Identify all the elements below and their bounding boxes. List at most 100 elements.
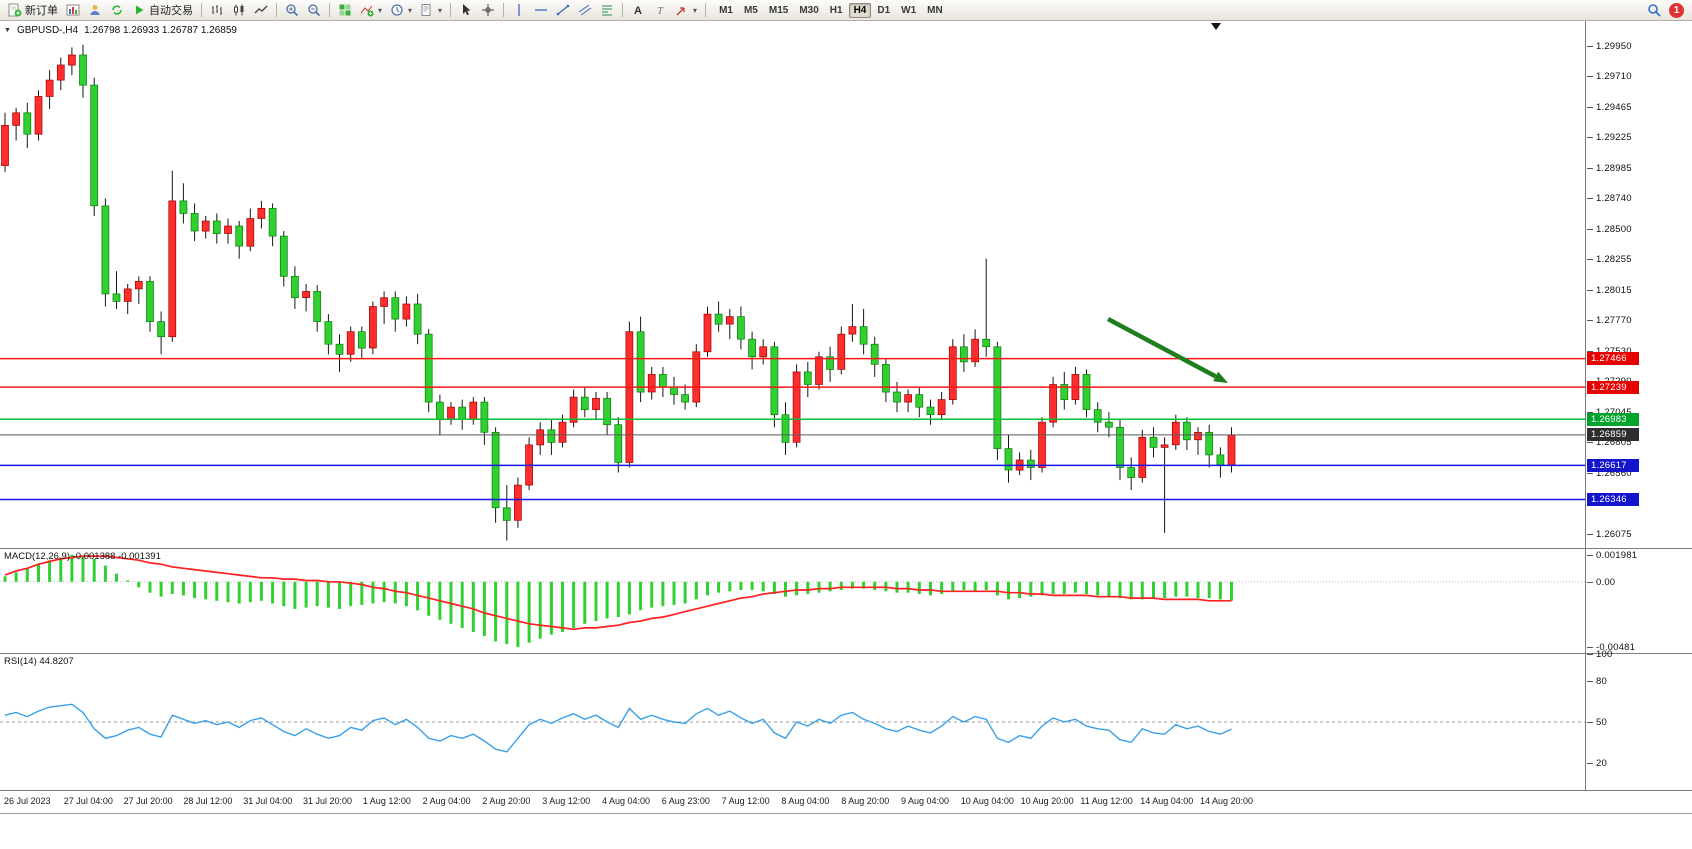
profiles-button[interactable] — [84, 1, 106, 20]
bar-chart-button[interactable] — [206, 1, 228, 20]
chart-window[interactable]: ▼ GBPUSD-,H4 1.26798 1.26933 1.26787 1.2… — [0, 21, 1692, 814]
candlestick-chart[interactable] — [0, 21, 1585, 548]
macd-signal-line — [4, 555, 1232, 631]
fibonacci-button[interactable] — [596, 1, 618, 20]
candlestick-chart-button[interactable] — [228, 1, 250, 20]
timeframe-m5-button[interactable]: M5 — [743, 4, 758, 16]
time-label: 10 Aug 20:00 — [1020, 796, 1074, 806]
price-tick-label: 1.26805 — [1587, 436, 1632, 448]
time-label: 8 Aug 04:00 — [781, 796, 830, 806]
price-tick-label: 1.29950 — [1587, 41, 1632, 53]
timeframe-h4-button[interactable]: H4 — [848, 2, 872, 18]
panel-separator[interactable] — [0, 548, 1692, 549]
rsi-panel[interactable]: RSI(14) 44.8207 — [0, 654, 1585, 790]
timeframe-mn-button[interactable]: MN — [927, 4, 943, 16]
crosshair-button[interactable] — [477, 1, 499, 20]
price-axis-border — [1585, 21, 1586, 792]
price-badge: 1.26859 — [1587, 428, 1639, 442]
time-label: 31 Jul 20:00 — [303, 796, 353, 806]
macd-panel[interactable]: MACD(12,26,9) -0.001388 -0.001391 — [0, 549, 1585, 653]
zoom-in-button[interactable] — [281, 1, 303, 20]
time-label: 2 Aug 20:00 — [482, 796, 531, 806]
price-tick-label: 1.29710 — [1587, 71, 1632, 83]
price-badge: 1.27239 — [1587, 380, 1639, 394]
template-icon — [421, 4, 431, 16]
panel-separator[interactable] — [0, 653, 1692, 654]
timeframe-m30-button[interactable]: M30 — [799, 4, 819, 16]
trendline-button[interactable] — [552, 1, 574, 20]
refresh-icon — [112, 5, 122, 15]
rsi-line — [4, 703, 1232, 753]
price-badge: 1.27466 — [1587, 352, 1639, 366]
shapes-button[interactable]: ▾ — [671, 1, 701, 20]
rsi-axis-label: 50 — [1587, 717, 1607, 728]
time-label: 3 Aug 12:00 — [542, 796, 591, 806]
periods-button[interactable]: ▾ — [386, 1, 416, 20]
price-tick-label: 1.27045 — [1587, 407, 1632, 418]
svg-text:A: A — [634, 5, 642, 17]
timeframe-d1-button[interactable]: D1 — [877, 4, 891, 16]
toolbar-separator — [503, 3, 505, 17]
new-order-button[interactable]: 新订单 — [4, 1, 62, 20]
cursor-button[interactable] — [455, 1, 477, 20]
timeframe-w1-button[interactable]: W1 — [901, 4, 917, 16]
timeframe-h1-button[interactable]: H1 — [829, 4, 843, 16]
trend-arrow-annotation — [1106, 317, 1217, 379]
tile-windows-button[interactable] — [334, 1, 356, 20]
indicators-button[interactable]: ▾ — [356, 1, 386, 20]
candles-layer — [1, 44, 1236, 541]
rsi-axis-label: 80 — [1587, 676, 1607, 688]
horizontal-line-button[interactable] — [530, 1, 552, 20]
price-badge: 1.26983 — [1587, 412, 1639, 426]
zoom-in-icon — [286, 4, 299, 17]
timeframe-m15-button[interactable]: M15 — [768, 4, 789, 16]
bar-chart-icon — [212, 5, 222, 15]
crosshair-icon — [482, 4, 495, 16]
time-label: 10 Aug 04:00 — [960, 796, 1014, 806]
auto-trading-label: 自动交易 — [149, 5, 193, 17]
macd-histogram — [3, 554, 1233, 647]
price-tick-label: 1.28985 — [1587, 162, 1632, 174]
refresh-button[interactable] — [106, 1, 128, 20]
toolbar-separator — [622, 3, 624, 17]
line-chart-button[interactable] — [250, 1, 272, 20]
horizontal-line-icon — [535, 9, 548, 11]
toolbar-separator — [450, 3, 452, 17]
templates-button[interactable]: ▾ — [416, 1, 446, 20]
price-tick-label: 1.27770 — [1587, 315, 1632, 327]
zoom-out-button[interactable] — [303, 1, 325, 20]
main-toolbar: 新订单 自动交易 — [0, 0, 1692, 21]
text-button[interactable]: A — [627, 1, 649, 20]
vertical-line-button[interactable] — [508, 1, 530, 20]
horizontal-lines-layer — [0, 357, 1585, 501]
price-badge: 1.26346 — [1587, 493, 1639, 506]
macd-axis-label: -0.00481 — [1586, 642, 1636, 653]
rsi-chart[interactable] — [0, 654, 1585, 790]
price-tick-label: 1.28500 — [1587, 223, 1632, 235]
chart-title: ▼ GBPUSD-,H4 1.26798 1.26933 1.26787 1.2… — [4, 25, 237, 36]
chart-windows-button[interactable] — [62, 1, 84, 20]
panel-separator — [0, 790, 1692, 791]
macd-chart[interactable] — [0, 549, 1585, 653]
price-axis[interactable]: 1.29950 1.29710 1.29465 1.29225 1.28985 1.287… — [1586, 21, 1692, 792]
time-label: 11 Aug 12:00 — [1080, 796, 1133, 806]
toolbar-right-group: 1 — [1647, 2, 1688, 18]
channel-button[interactable] — [574, 1, 596, 20]
notification-badge[interactable]: 1 — [1669, 2, 1684, 18]
main-price-panel[interactable]: ▼ GBPUSD-,H4 1.26798 1.26933 1.26787 1.2… — [0, 21, 1585, 548]
symbol-timeframe-label: GBPUSD-,H4 — [16, 25, 79, 36]
search-icon[interactable] — [1647, 3, 1661, 17]
timeframe-m1-button[interactable]: M1 — [719, 4, 733, 16]
new-order-icon — [8, 3, 22, 17]
trend-arrow-head — [1213, 371, 1228, 383]
auto-trading-button[interactable]: 自动交易 — [128, 1, 197, 20]
new-order-label: 新订单 — [25, 5, 58, 17]
dropdown-caret-icon: ▾ — [438, 5, 443, 15]
macd-axis-label: 0.00 — [1586, 576, 1616, 588]
collapse-triangle-icon[interactable]: ▼ — [4, 27, 11, 34]
rsi-axis-label: 100 — [1586, 649, 1613, 660]
text-label-button[interactable]: T — [649, 1, 671, 20]
time-axis[interactable]: 26 Jul 2023 27 Jul 04:00 27 Jul 20:00 28 Ju… — [0, 791, 1692, 813]
price-tick-label: 1.29465 — [1587, 102, 1632, 114]
price-tick-label: 1.28015 — [1587, 284, 1632, 296]
